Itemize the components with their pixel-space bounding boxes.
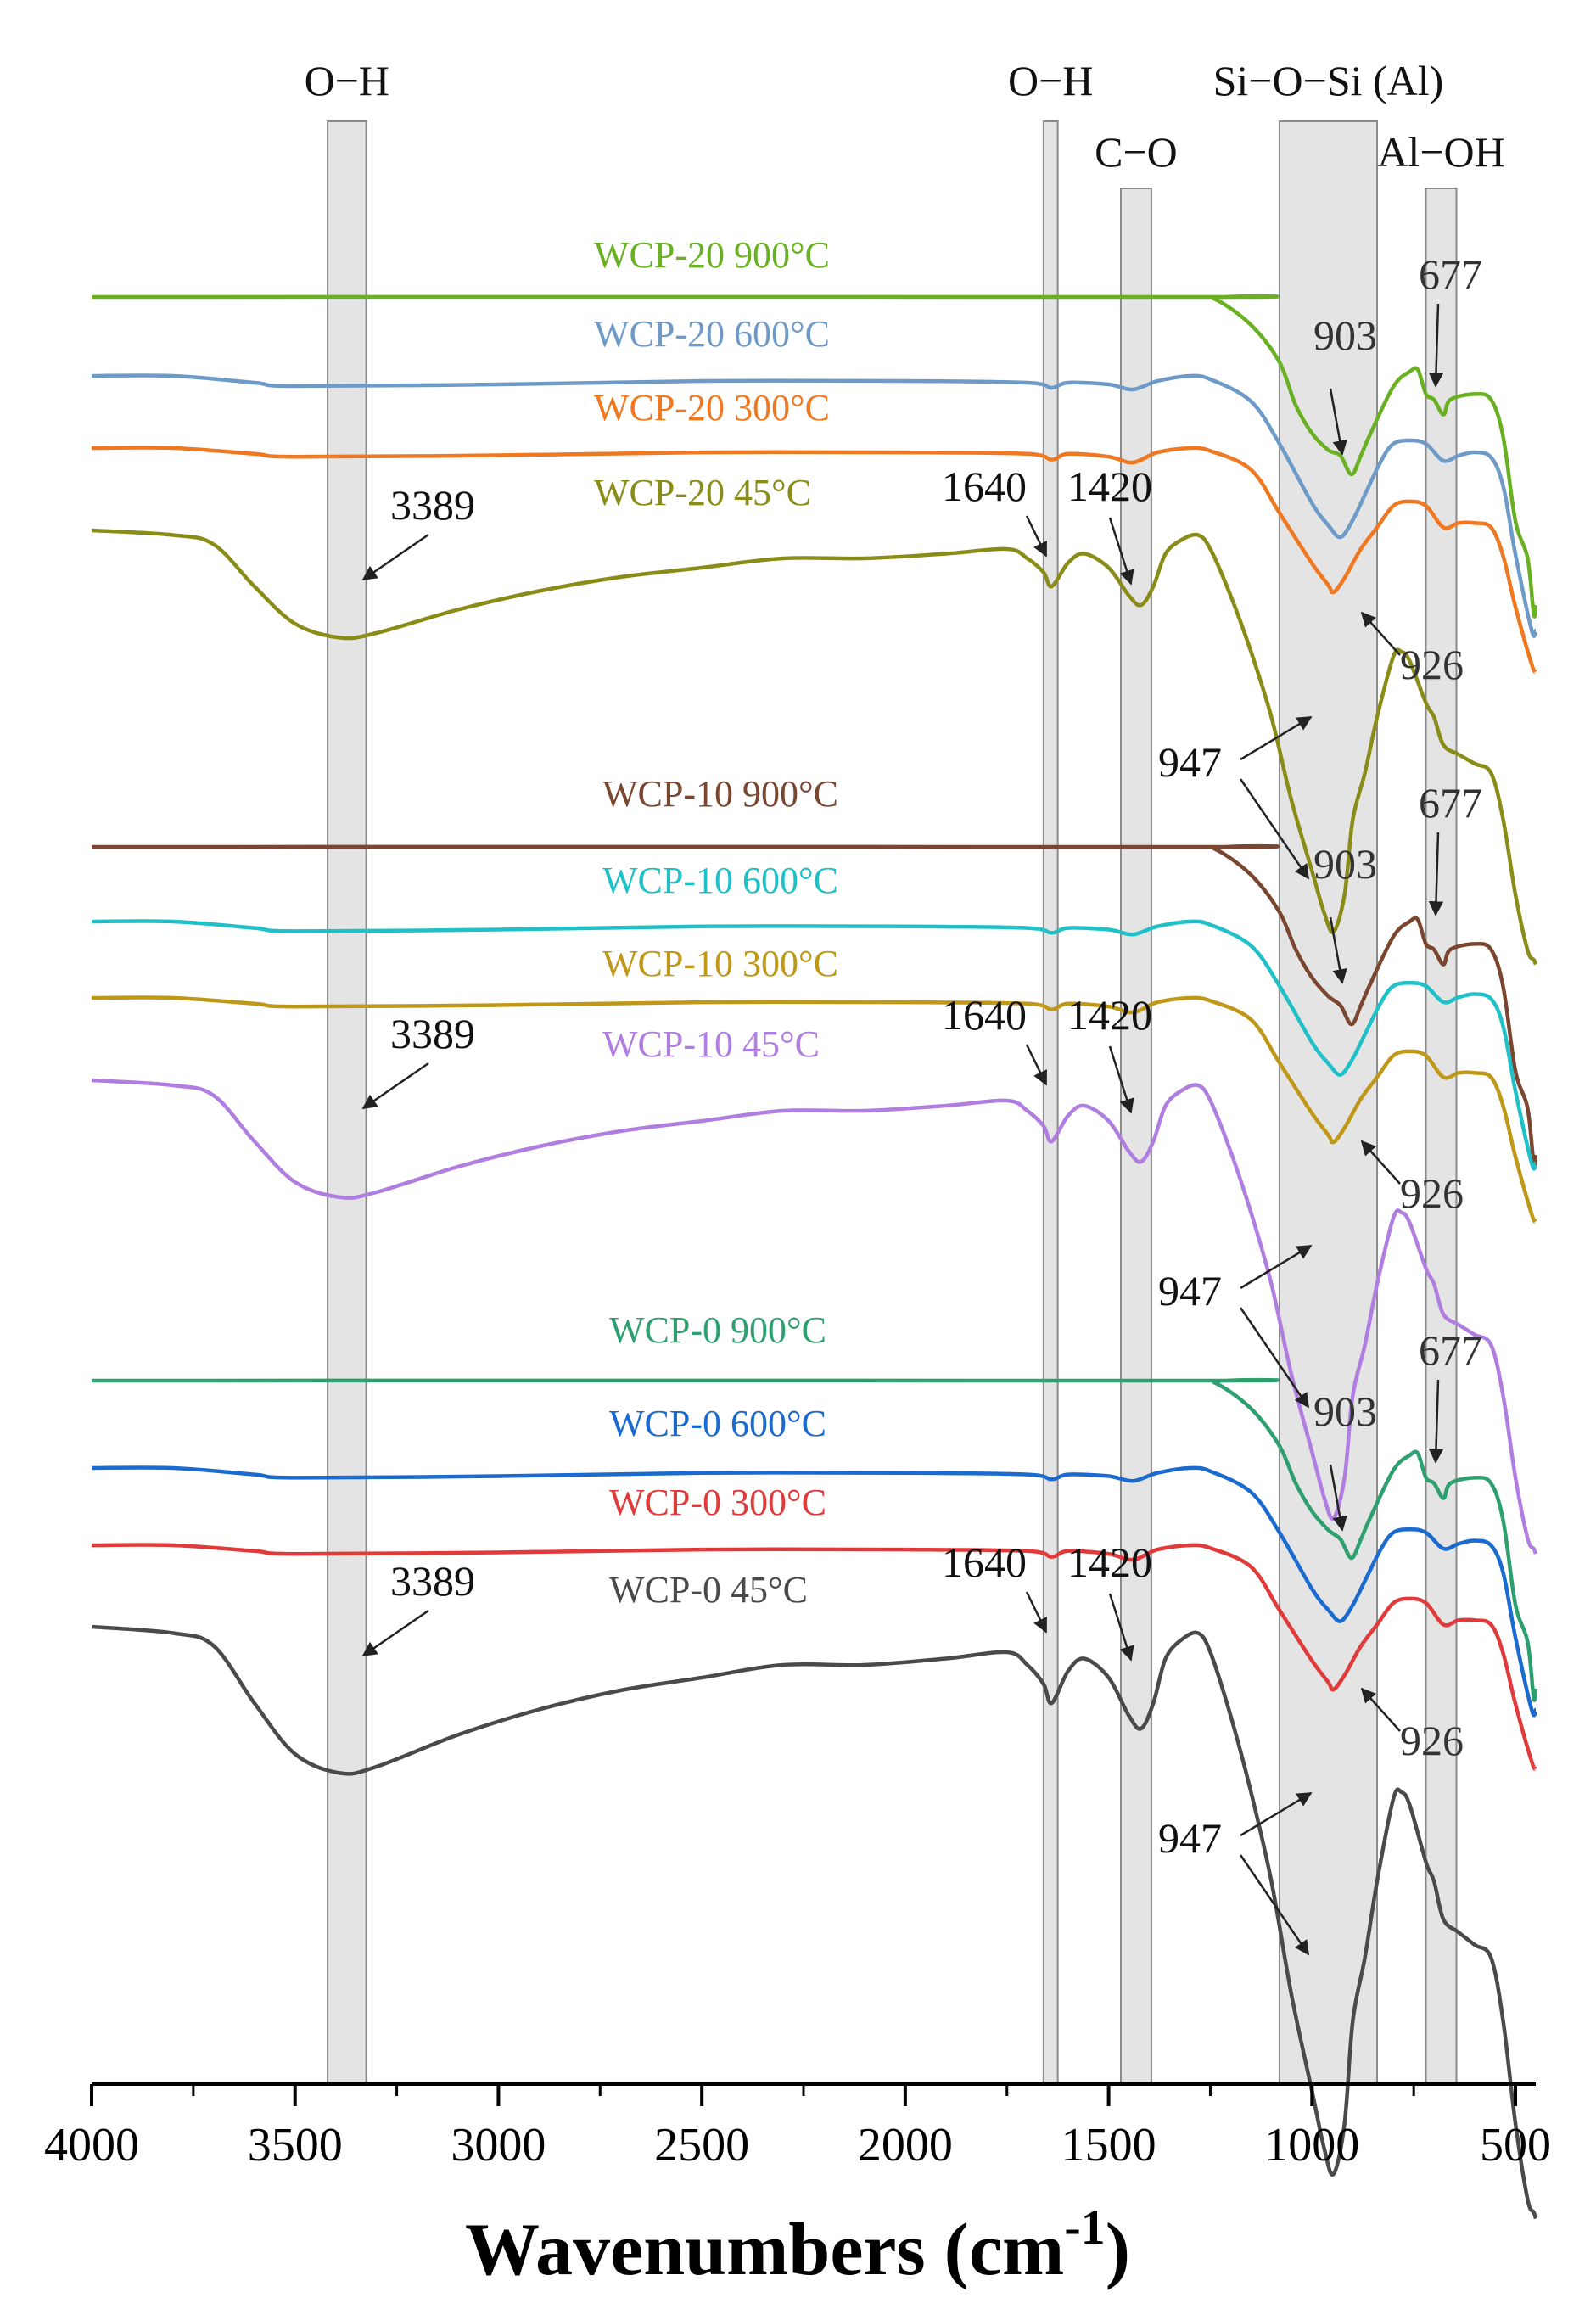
series-line-5 [91, 919, 1538, 1171]
series-line-11 [91, 1624, 1538, 2220]
annotation-label-17: 947 [1158, 1814, 1222, 1862]
annotation-arrow-9-0 [1108, 1045, 1134, 1114]
x-tick-label-1: 3500 [248, 2119, 343, 2171]
annotation-label-16: 1420 [1067, 1538, 1152, 1586]
series-label-2: WCP-20 300°C [594, 387, 830, 429]
annotation-label-7: 3389 [390, 1010, 475, 1057]
series-label-7: WCP-10 45°C [602, 1023, 820, 1065]
x-tick-label-3: 2500 [654, 2119, 749, 2171]
annotation-arrow-12-0 [1329, 916, 1347, 984]
annotation-arrow-3-1 [1239, 778, 1310, 880]
band-label-1: O−H [1008, 57, 1093, 104]
band-label-2: C−O [1095, 128, 1178, 176]
annotation-arrow-4-0 [1360, 611, 1401, 656]
annotation-label-9: 1420 [1067, 991, 1152, 1039]
annotation-label-4: 926 [1400, 641, 1464, 688]
annotation-label-2: 1420 [1067, 462, 1152, 510]
annotation-arrow-17-0 [1240, 1791, 1313, 1837]
annotation-arrow-8-0 [1025, 1044, 1048, 1086]
band-label-4: Al−OH [1377, 128, 1504, 176]
series-line-6 [91, 995, 1537, 1224]
annotation-arrow-13-0 [1428, 832, 1444, 916]
annotation-label-18: 926 [1400, 1717, 1464, 1764]
series-label-5: WCP-10 600°C [602, 860, 838, 901]
annotation-label-13: 677 [1419, 779, 1482, 827]
annotation-label-10: 947 [1158, 1267, 1222, 1314]
band-3 [1278, 120, 1379, 2085]
annotation-arrow-15-0 [1025, 1591, 1048, 1634]
x-axis: 4000 3500 3000 2500 2000 1500 1000 500 [44, 2082, 1551, 2171]
x-tick-label-2: 3000 [451, 2119, 546, 2171]
x-axis-label-superscript: -1 [1064, 2200, 1105, 2255]
series-line-1 [91, 373, 1538, 638]
annotation-arrow-18-0 [1360, 1687, 1401, 1732]
series-line-0 [91, 294, 1538, 619]
annotation-layer: 3389 1640 1420 947 926 903 677 3389 1640 1420 947 9… [361, 250, 1482, 1956]
series-line-10 [91, 1543, 1537, 1771]
band-4 [1425, 188, 1458, 2085]
series-label-3: WCP-20 45°C [594, 472, 811, 513]
annotation-label-11: 926 [1400, 1169, 1464, 1217]
annotation-arrow-10-0 [1240, 1244, 1313, 1290]
x-tick-label-7: 500 [1480, 2119, 1551, 2171]
annotation-arrow-0-0 [361, 533, 429, 581]
series-line-4 [91, 843, 1538, 1168]
annotation-label-15: 1640 [942, 1538, 1027, 1586]
x-tick-label-4: 2000 [858, 2119, 953, 2171]
annotation-arrow-2-0 [1108, 517, 1134, 586]
band-1 [1042, 120, 1059, 2085]
annotation-arrow-3-0 [1240, 715, 1313, 761]
annotation-label-20: 677 [1419, 1326, 1482, 1374]
annotation-arrow-5-0 [1329, 388, 1347, 456]
annotation-label-14: 3389 [390, 1557, 475, 1605]
annotation-arrow-1-0 [1025, 515, 1048, 558]
annotation-label-8: 1640 [942, 991, 1027, 1039]
series-label-1: WCP-20 600°C [594, 313, 830, 355]
x-axis-label-main: Wavenumbers (cm [465, 2209, 1064, 2291]
annotation-label-6: 677 [1419, 250, 1482, 298]
series-label-9: WCP-0 600°C [609, 1403, 826, 1444]
band-label-0: O−H [305, 57, 389, 104]
series-line-9 [91, 1465, 1538, 1718]
x-axis-label-close: ) [1106, 2209, 1130, 2291]
series-label-11: WCP-0 45°C [609, 1569, 808, 1611]
series-label-10: WCP-0 300°C [609, 1482, 826, 1523]
band-0 [327, 120, 367, 2085]
series-line-8 [91, 1377, 1538, 1702]
annotation-arrow-19-0 [1329, 1464, 1347, 1532]
annotation-arrow-20-0 [1428, 1379, 1444, 1464]
annotation-label-5: 903 [1313, 311, 1377, 359]
annotation-arrow-6-0 [1428, 303, 1444, 388]
annotation-arrow-11-0 [1360, 1140, 1401, 1185]
series-line-3 [91, 528, 1538, 966]
annotation-label-3: 947 [1158, 738, 1222, 786]
x-tick-label-0: 4000 [44, 2119, 139, 2171]
annotation-arrow-10-1 [1239, 1307, 1310, 1409]
series-label-4: WCP-10 900°C [602, 773, 838, 815]
annotation-label-0: 3389 [390, 481, 475, 529]
series-line-7 [91, 1078, 1538, 1555]
annotation-label-1: 1640 [942, 462, 1027, 510]
annotation-arrow-7-0 [361, 1062, 429, 1110]
band-2 [1119, 188, 1152, 2085]
annotation-arrow-16-0 [1108, 1593, 1134, 1662]
series-label-0: WCP-20 900°C [594, 234, 830, 276]
series-label-6: WCP-10 300°C [602, 943, 838, 984]
x-tick-label-6: 1000 [1264, 2119, 1359, 2171]
series-layer [91, 294, 1538, 2220]
series-label-layer: WCP-20 900°C WCP-20 600°C WCP-20 300°C WCP-… [594, 234, 838, 1611]
series-label-8: WCP-0 900°C [609, 1309, 826, 1351]
x-axis-label: Wavenumbers (cm-1) [465, 2200, 1130, 2291]
annotation-label-12: 903 [1313, 840, 1377, 888]
annotation-arrow-14-0 [361, 1609, 429, 1657]
x-tick-label-5: 1500 [1061, 2119, 1156, 2171]
annotation-label-19: 903 [1313, 1387, 1377, 1435]
series-line-2 [91, 446, 1537, 674]
band-label-3: Si−O−Si (Al) [1213, 57, 1444, 104]
annotation-arrow-17-1 [1239, 1854, 1310, 1956]
